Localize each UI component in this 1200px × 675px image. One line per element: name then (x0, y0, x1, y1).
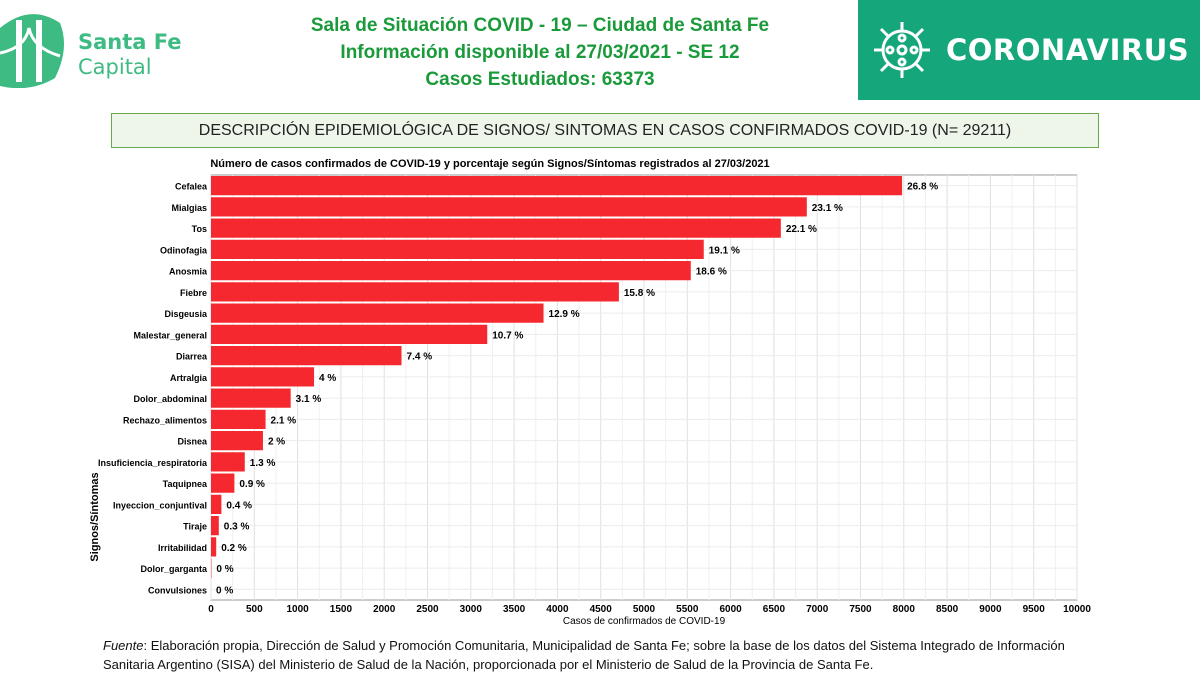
data-label: 0 % (216, 564, 233, 575)
x-tick-label: 10000 (1063, 604, 1091, 615)
logo-text: Santa Fe Capital (78, 30, 182, 80)
x-tick-label: 3000 (460, 604, 483, 615)
data-label: 10.7 % (492, 330, 523, 341)
y-tick-label: Dolor_garganta (140, 564, 208, 574)
x-tick-label: 0 (208, 604, 214, 615)
data-label: 3.1 % (296, 394, 322, 405)
x-tick-label: 5500 (676, 604, 699, 615)
x-tick-label: 6500 (763, 604, 786, 615)
x-tick-label: 1500 (330, 604, 353, 615)
x-tick-label: 4000 (546, 604, 569, 615)
data-label: 0.2 % (221, 543, 247, 554)
bar-Mialgias (211, 197, 807, 217)
source-text: : Elaboración propia, Dirección de Salud… (103, 638, 1065, 672)
data-label: 1.3 % (250, 458, 276, 469)
page-header: Sala de Situación COVID - 19 – Ciudad de… (230, 12, 850, 93)
section-title: DESCRIPCIÓN EPIDEMIOLÓGICA DE SIGNOS/ SI… (111, 113, 1099, 148)
x-tick-label: 5000 (633, 604, 656, 615)
data-label: 22.1 % (786, 224, 817, 235)
data-label: 0.4 % (226, 500, 252, 511)
y-tick-label: Malestar_general (133, 330, 207, 340)
y-tick-label: Anosmia (169, 267, 208, 277)
x-tick-label: 2000 (373, 604, 396, 615)
y-tick-label: Rechazo_alimentos (123, 415, 207, 425)
data-label: 0.9 % (239, 479, 265, 490)
data-label: 26.8 % (907, 182, 938, 193)
bar-Cefalea (211, 176, 903, 196)
bar-Inyeccion_conjuntival (211, 494, 222, 514)
bar-Taquipnea (211, 473, 235, 493)
x-tick-label: 8000 (893, 604, 916, 615)
x-tick-label: 3500 (503, 604, 526, 615)
x-axis-label: Casos de confirmados de COVID-19 (563, 616, 726, 627)
y-tick-label: Taquipnea (163, 479, 208, 489)
data-label: 7.4 % (407, 352, 433, 363)
bar-Odinofagia (211, 239, 704, 259)
bar-Tiraje (211, 516, 219, 536)
data-label: 18.6 % (696, 267, 727, 278)
chart-title: Número de casos confirmados de COVID-19 … (210, 158, 769, 170)
coronavirus-label: CORONAVIRUS (946, 33, 1190, 67)
data-label: 0.3 % (224, 522, 250, 533)
bar-Diarrea (211, 346, 402, 366)
santa-fe-logo-icon (0, 14, 64, 88)
y-tick-label: Irritabilidad (158, 543, 207, 553)
x-tick-label: 1000 (286, 604, 309, 615)
y-tick-label: Disnea (177, 437, 208, 447)
header-date: Información disponible al 27/03/2021 - S… (340, 42, 740, 63)
y-axis-label: Signos/Síntomas (89, 472, 101, 561)
x-tick-label: 9500 (1023, 604, 1046, 615)
x-tick-label: 7000 (806, 604, 829, 615)
data-label: 2.1 % (271, 415, 297, 426)
data-label: 2 % (268, 437, 285, 448)
footer-source: Fuente: Elaboración propia, Dirección de… (103, 636, 1113, 674)
y-tick-label: Inyeccion_conjuntival (113, 500, 207, 510)
data-label: 4 % (319, 373, 336, 384)
x-tick-label: 8500 (936, 604, 959, 615)
y-tick-label: Convulsiones (148, 585, 207, 595)
bar-Irritabilidad (211, 537, 217, 557)
data-label: 0 % (216, 585, 233, 596)
x-tick-label: 9000 (979, 604, 1002, 615)
bar-Tos (211, 218, 781, 238)
source-label: Fuente (103, 638, 144, 653)
y-tick-label: Artralgia (170, 373, 208, 383)
x-tick-label: 500 (246, 604, 263, 615)
y-tick-label: Mialgias (171, 203, 207, 213)
bar-Disgeusia (211, 303, 544, 323)
y-tick-label: Fiebre (180, 288, 207, 298)
y-tick-label: Insuficiencia_respiratoria (98, 458, 208, 468)
y-tick-label: Tiraje (183, 522, 207, 532)
data-label: 23.1 % (812, 203, 843, 214)
x-tick-label: 7500 (849, 604, 872, 615)
bar-Dolor_abdominal (211, 388, 291, 408)
x-tick-label: 6000 (719, 604, 742, 615)
x-tick-label: 4500 (590, 604, 613, 615)
bar-Rechazo_alimentos (211, 409, 266, 429)
y-tick-label: Diarrea (176, 352, 208, 362)
data-label: 15.8 % (624, 288, 655, 299)
y-tick-label: Cefalea (175, 182, 208, 192)
bar-Artralgia (211, 367, 315, 387)
y-tick-label: Disgeusia (164, 309, 208, 319)
y-tick-label: Dolor_abdominal (133, 394, 207, 404)
coronavirus-banner: CORONAVIRUS (858, 0, 1200, 100)
y-tick-label: Tos (192, 224, 207, 234)
data-label: 12.9 % (549, 309, 580, 320)
logo-name: Santa Fe (78, 30, 182, 54)
bar-Disnea (211, 431, 263, 451)
bar-Fiebre (211, 282, 619, 302)
bar-Anosmia (211, 261, 691, 281)
data-label: 19.1 % (709, 245, 740, 256)
x-tick-label: 2500 (416, 604, 439, 615)
bar-Insuficiencia_respiratoria (211, 452, 245, 472)
bar-chart: Número de casos confirmados de COVID-19 … (89, 158, 1091, 627)
header-title: Sala de Situación COVID - 19 – Ciudad de… (310, 15, 770, 36)
logo-sub: Capital (78, 55, 152, 79)
y-tick-label: Odinofagia (160, 245, 208, 255)
virus-icon (874, 22, 930, 78)
bar-Malestar_general (211, 324, 488, 344)
header-cases: Casos Estudiados: 63373 (425, 69, 655, 90)
